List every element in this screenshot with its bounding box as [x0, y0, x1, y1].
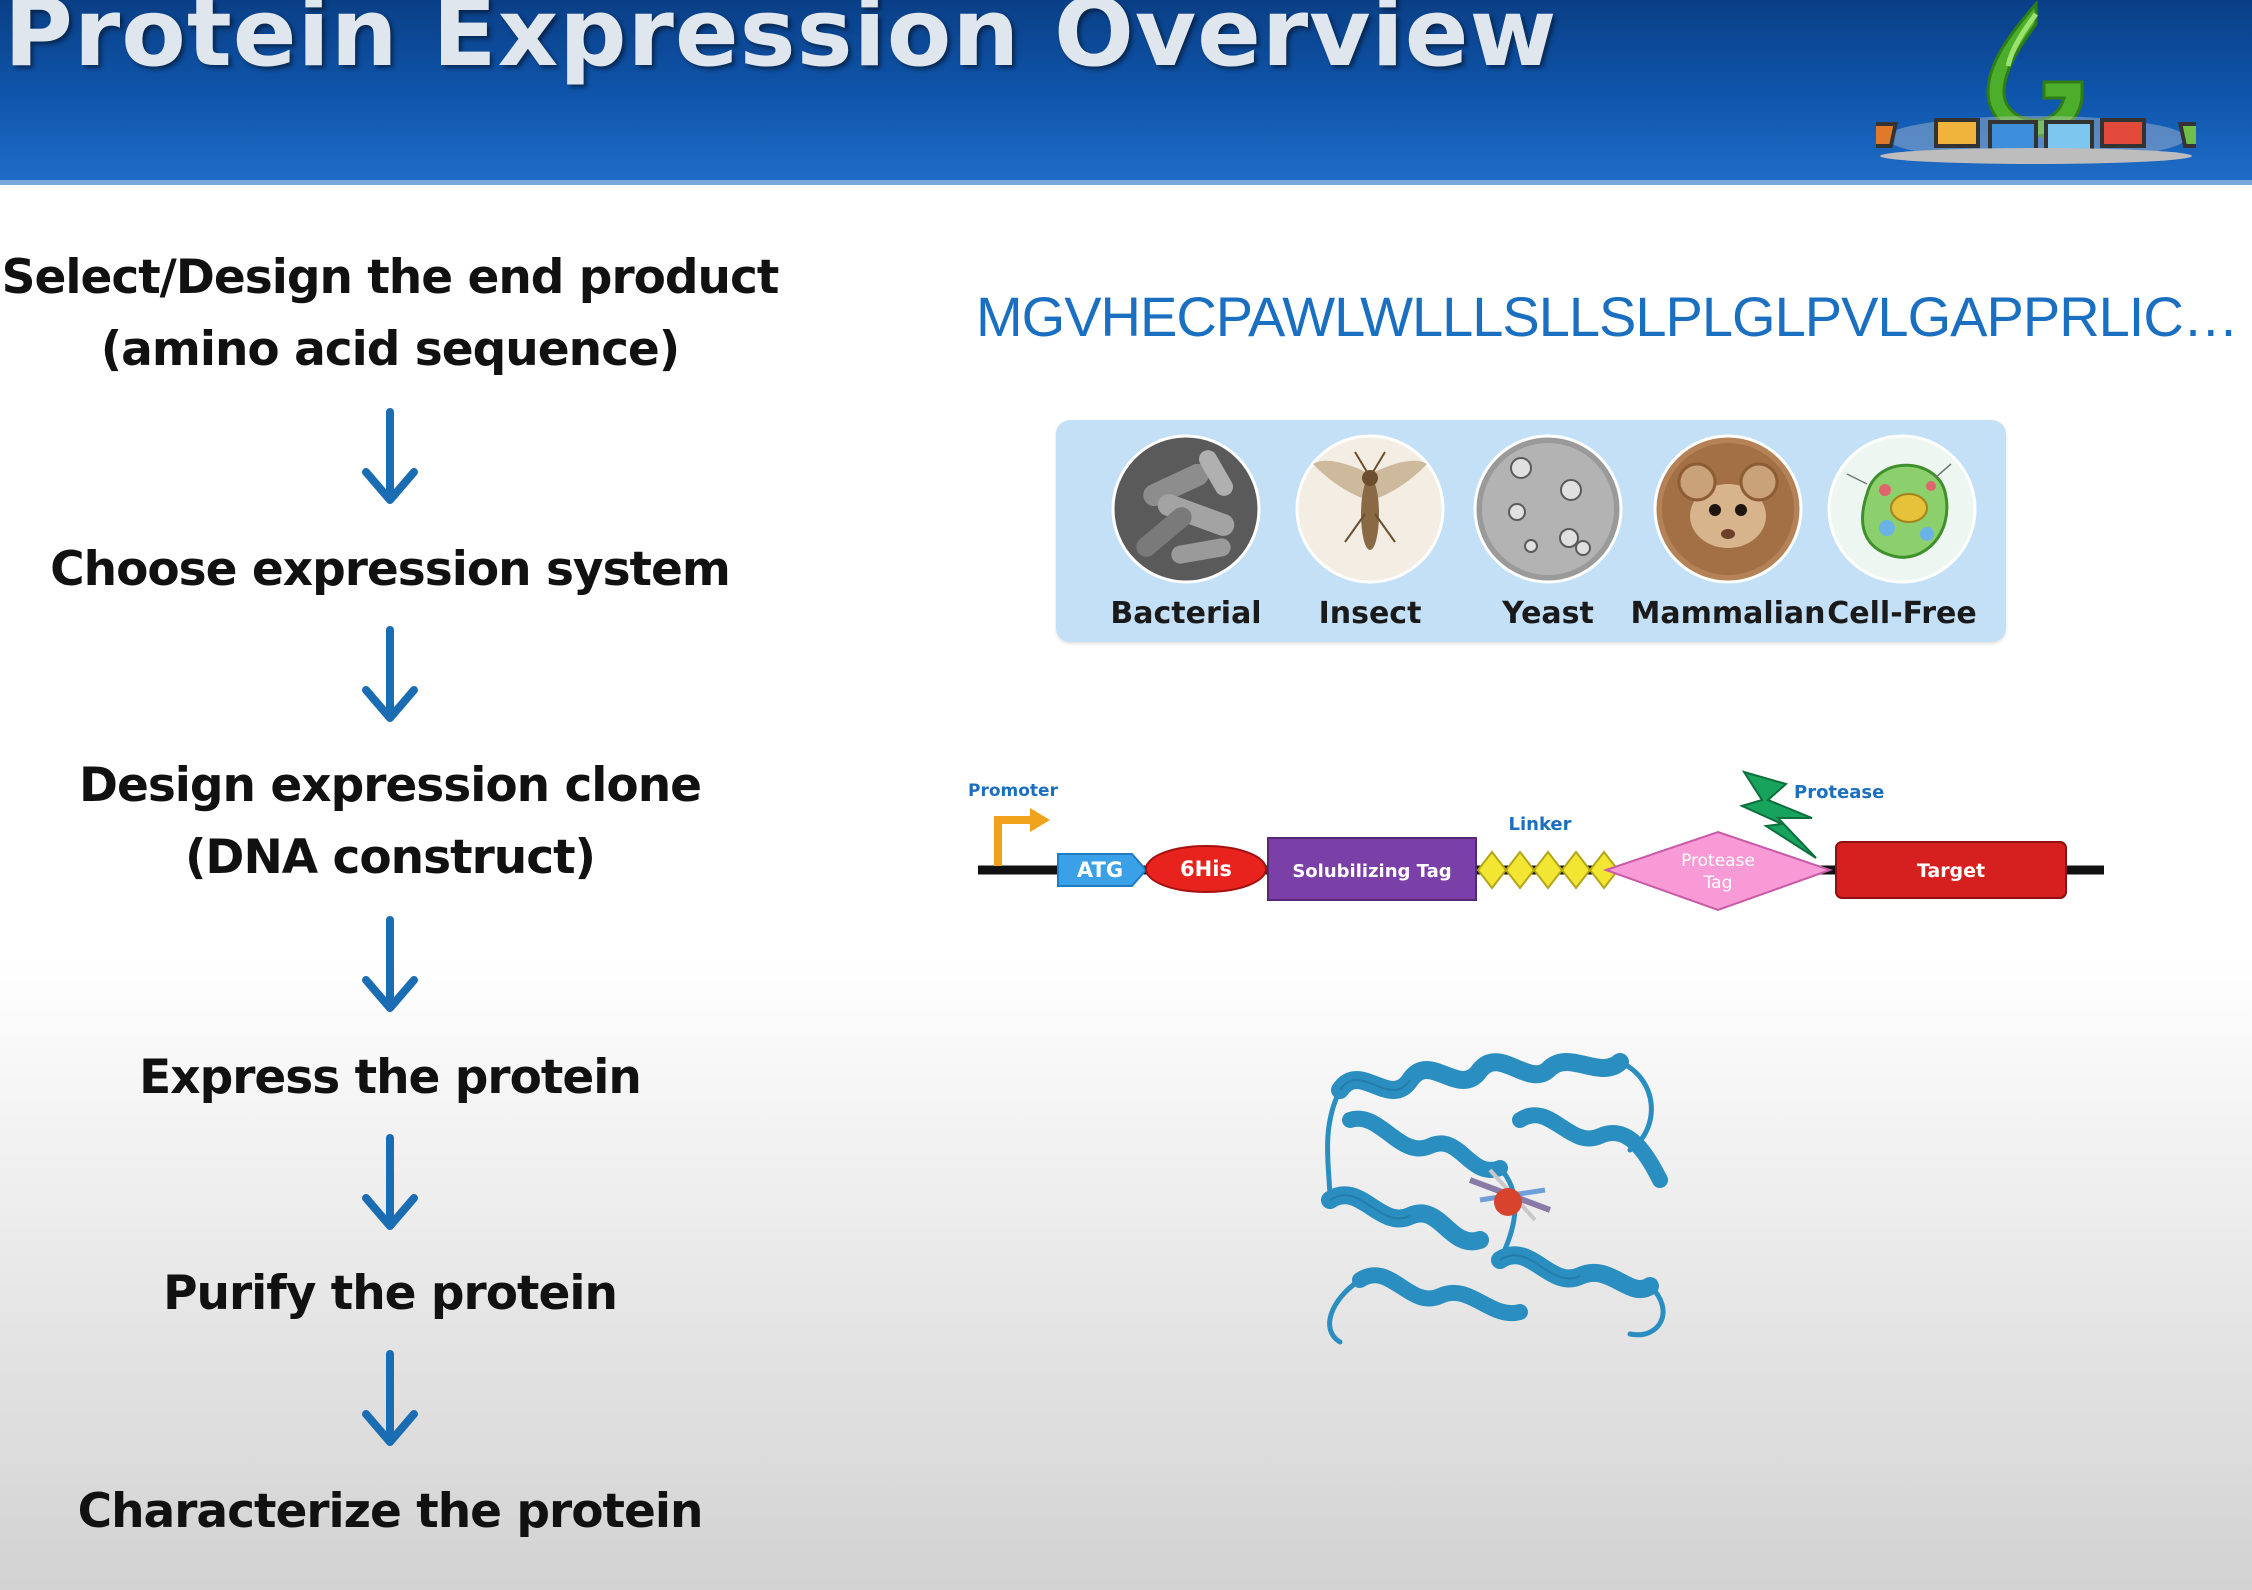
step-choose-system: Choose expression system — [0, 534, 780, 606]
step-line: Express the protein — [139, 1050, 642, 1105]
slide-header: Protein Expression Overview — [0, 0, 2252, 185]
promoter-arrow-icon — [994, 816, 1036, 866]
protease-tag-element — [1602, 830, 1834, 912]
promoter-label: Promoter — [968, 781, 1059, 801]
target-element — [1835, 841, 2067, 899]
expression-system-yeast: Yeast — [1458, 434, 1638, 639]
mouse-image — [1653, 434, 1803, 584]
arrow-down-icon — [362, 626, 418, 722]
arrow-down-icon — [362, 1350, 418, 1446]
expression-systems-panel: Bacterial Insect Yeast — [1056, 420, 2006, 642]
step-line-sub: (amino acid sequence) — [100, 322, 681, 377]
cell-diagram-image — [1827, 434, 1977, 584]
yeast-image — [1473, 434, 1623, 584]
expression-system-label: Mammalian — [1630, 596, 1826, 631]
expression-system-bacterial: Bacterial — [1096, 434, 1276, 639]
step-line: Purify the protein — [163, 1266, 618, 1321]
atg-label: ATG — [1077, 858, 1123, 882]
solubilizing-tag-element — [1267, 837, 1477, 901]
insect-image — [1295, 434, 1445, 584]
linker-label: Linker — [1508, 814, 1571, 835]
his-tag-label: 6His — [1180, 857, 1232, 881]
arrow-down-icon — [362, 1134, 418, 1230]
his-tag-element — [1145, 845, 1267, 893]
step-line-sub: (DNA construct) — [184, 830, 596, 885]
step-characterize: Characterize the protein — [0, 1476, 780, 1548]
bacteria-image — [1111, 434, 1261, 584]
protein-structure-image — [1321, 1053, 1668, 1345]
protease-tag-label: Protease — [1681, 851, 1755, 871]
solubilizing-tag-label: Solubilizing Tag — [1292, 861, 1451, 882]
arrow-down-icon — [362, 916, 418, 1012]
atg-element — [1057, 853, 1148, 887]
promoter-arrowhead — [1030, 808, 1050, 832]
step-design-clone: Design expression clone (DNA construct) — [0, 750, 780, 894]
amino-acid-sequence: MGVHECPAWLWLLLSLLSLPLGLPVLGAPPRLIC… — [976, 285, 2239, 348]
target-label: Target — [1917, 860, 1985, 882]
expression-system-mammalian: Mammalian — [1630, 434, 1826, 639]
expression-system-label: Bacterial — [1110, 596, 1262, 631]
expression-system-cell-free: Cell-Free — [1812, 434, 1992, 639]
expression-system-label: Cell-Free — [1827, 596, 1977, 631]
step-select-design: Select/Design the end product (amino aci… — [0, 242, 780, 386]
step-line: Design expression clone — [78, 758, 702, 813]
step-line: Select/Design the end product — [1, 250, 780, 305]
protease-label: Protease — [1794, 782, 1884, 803]
expression-system-label: Yeast — [1502, 596, 1594, 631]
gbiosciences-logo — [1876, 0, 2196, 164]
protease-tag-label-line2: Tag — [1703, 873, 1733, 893]
arrow-down-icon — [362, 408, 418, 504]
dna-construct-diagram: Promoter ATG 6His Solubilizing Tag Linke… — [968, 770, 2104, 912]
expression-system-label: Insect — [1318, 596, 1422, 631]
step-line: Characterize the protein — [77, 1484, 704, 1539]
protease-lightning-icon — [1739, 770, 1817, 859]
step-line: Choose expression system — [50, 542, 731, 597]
linker-element — [1476, 850, 1620, 890]
step-purify: Purify the protein — [0, 1258, 780, 1330]
expression-system-insect: Insect — [1280, 434, 1460, 639]
step-express: Express the protein — [0, 1042, 780, 1114]
slide-title: Protein Expression Overview — [4, 0, 1558, 88]
